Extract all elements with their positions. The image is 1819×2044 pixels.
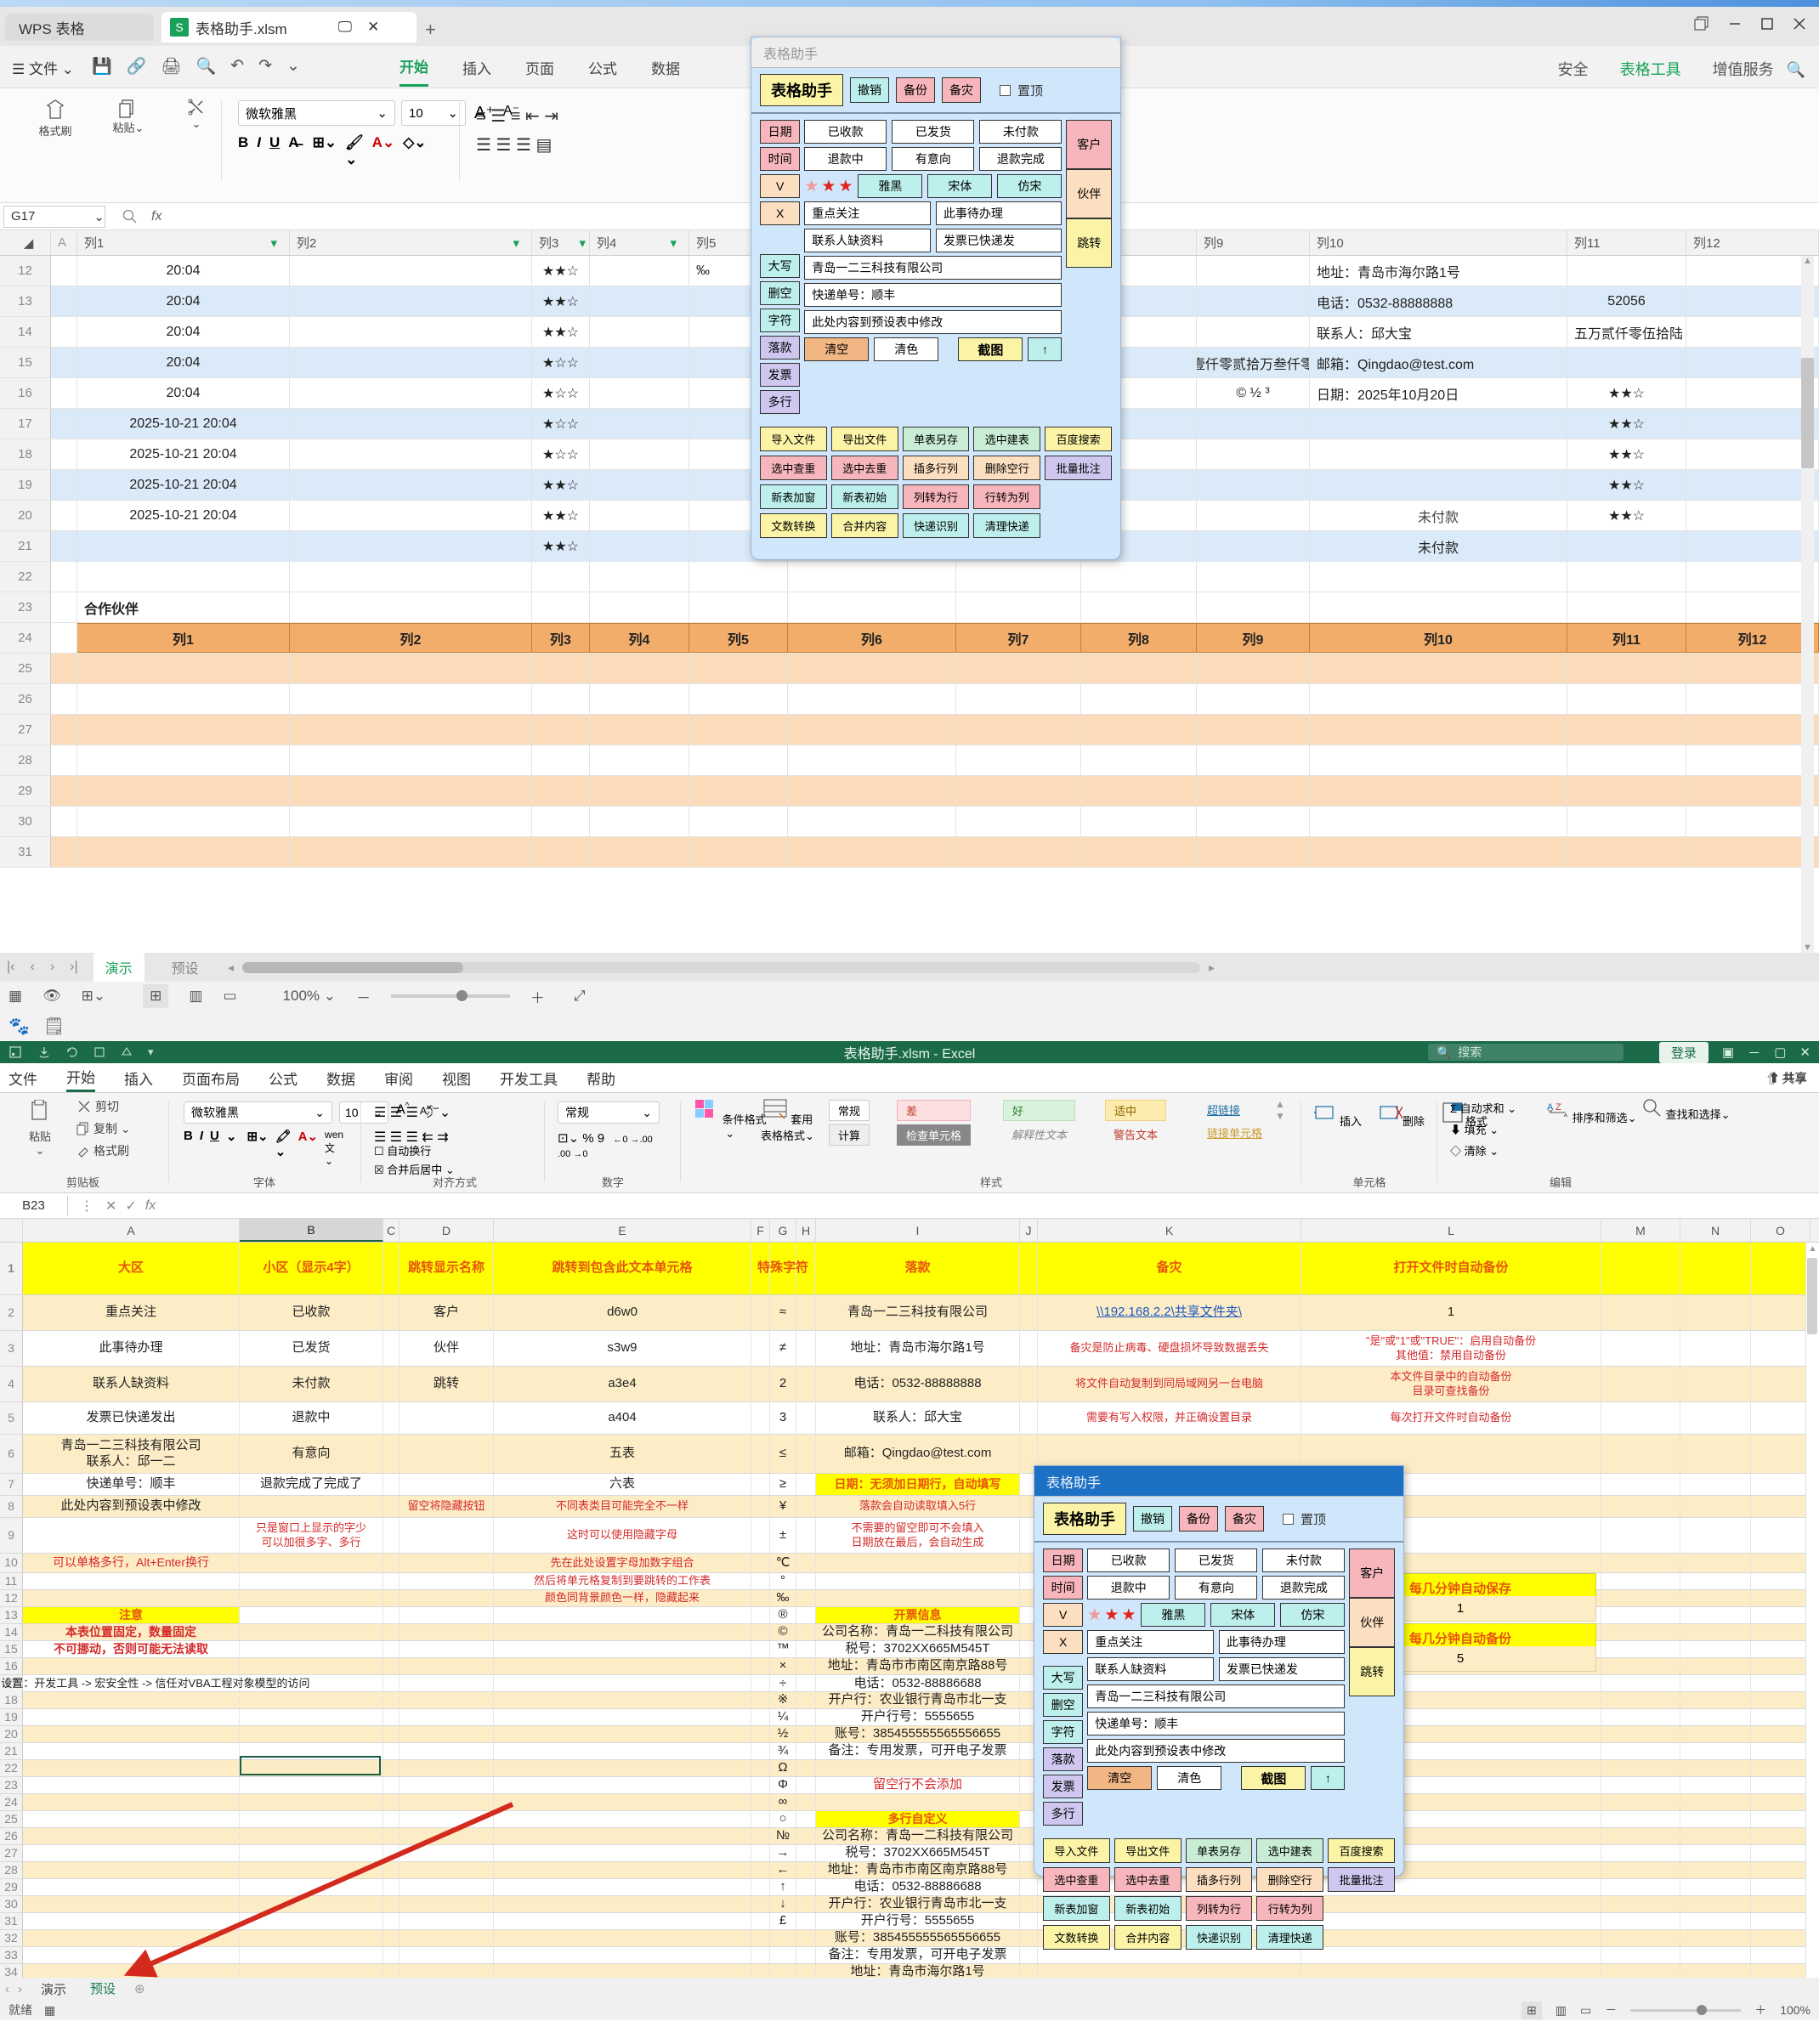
svg-text:Z: Z (1556, 1102, 1561, 1113)
svg-text:A: A (1547, 1102, 1554, 1113)
